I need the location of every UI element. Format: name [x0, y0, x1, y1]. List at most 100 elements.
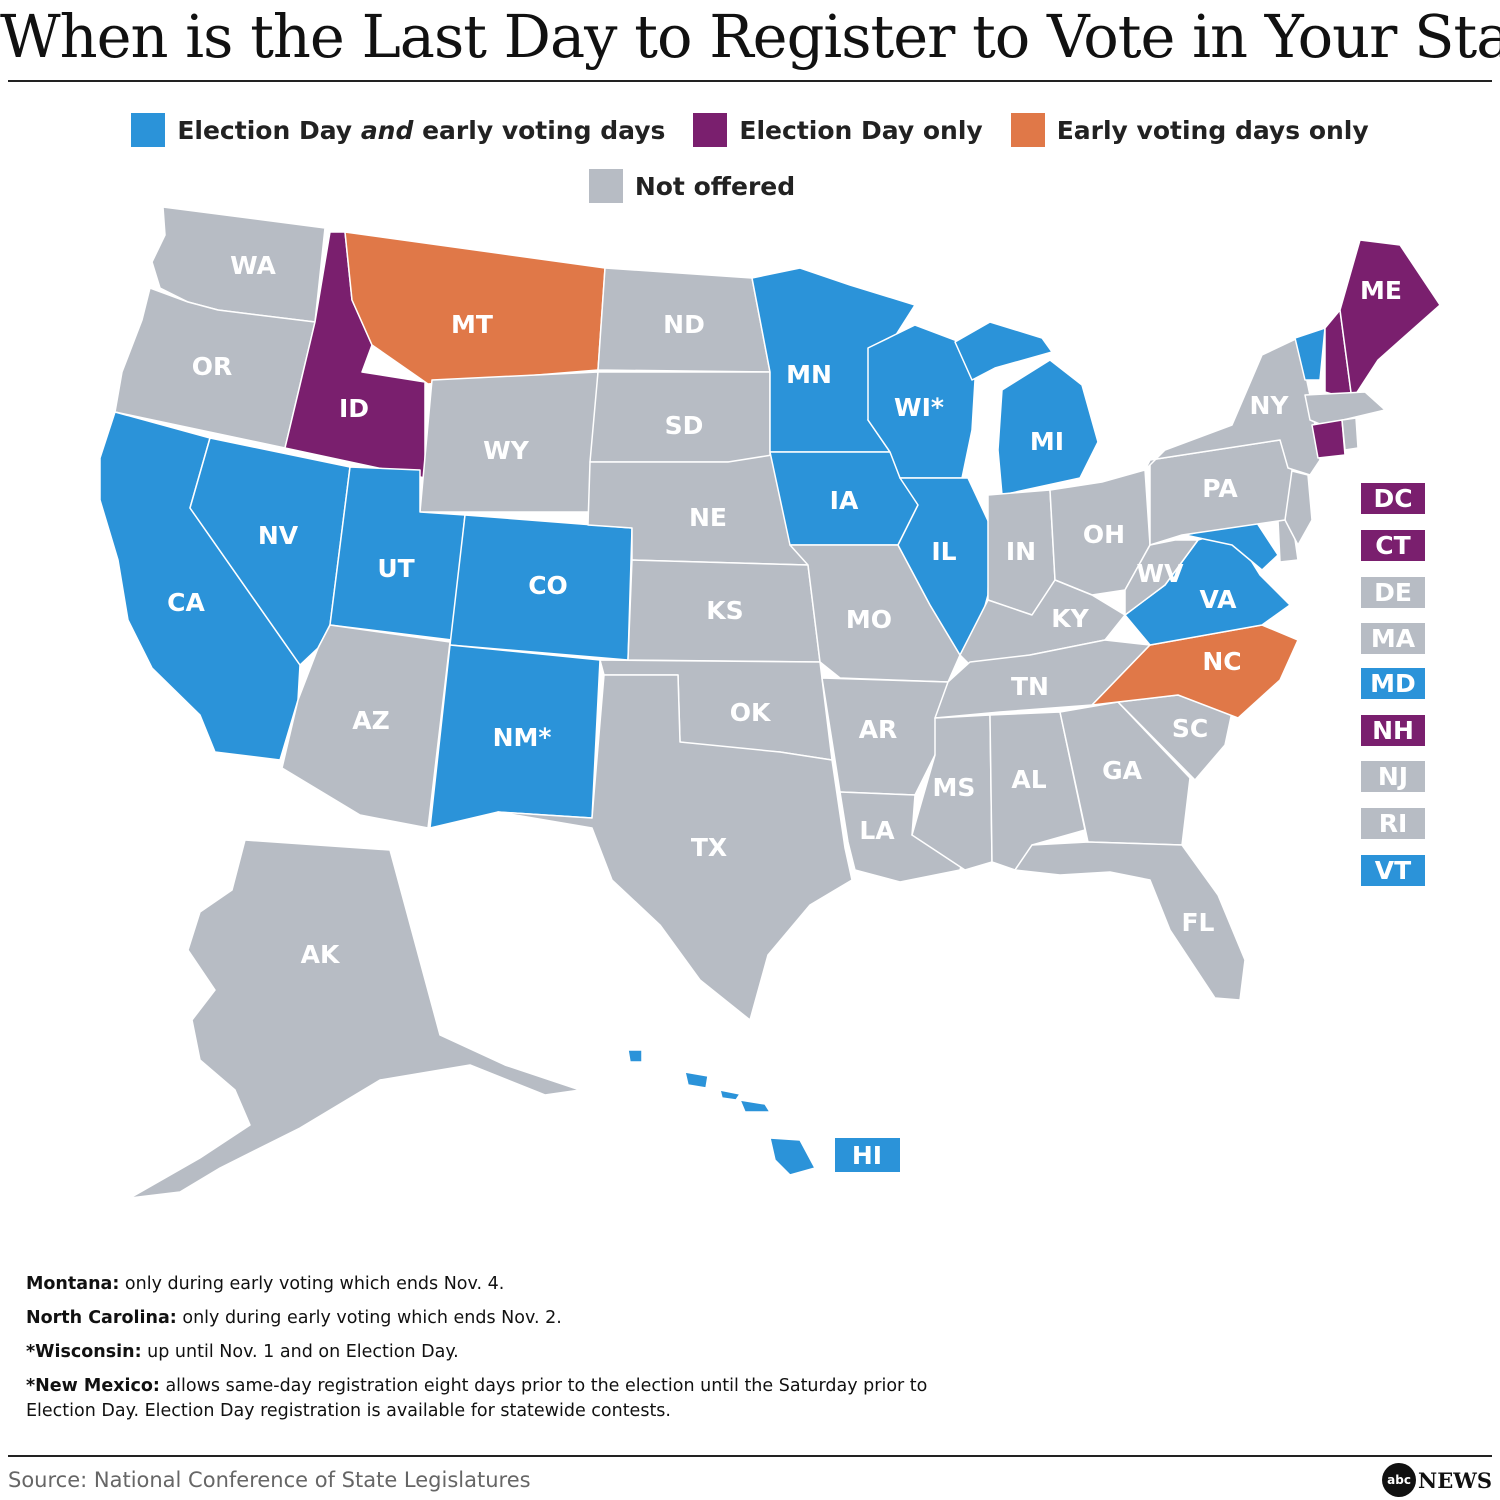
- state-label-nc: NC: [1202, 647, 1241, 676]
- state-shape-hi-1: [739, 1099, 771, 1113]
- small-state-box-ct: CT: [1361, 530, 1425, 561]
- small-state-label-dc: DC: [1373, 484, 1412, 513]
- legend-label-both: Election Day and early voting days: [177, 115, 666, 145]
- us-map: WA OR CA NV ID MT WY UT AZ CO NM* ND SD NE KS OK TX MN IA M…: [99, 206, 1441, 1199]
- state-shape-ak: [129, 839, 581, 1199]
- state-label-nm: NM*: [493, 723, 552, 752]
- state-label-az: AZ: [352, 706, 389, 735]
- state-shape-me: [1339, 239, 1441, 401]
- source-credit: Source: National Conference of State Leg…: [8, 1468, 531, 1492]
- state-shape-la: [839, 791, 971, 883]
- state-labels: WA OR CA NV ID MT WY UT AZ CO NM* ND SD NE KS OK TX MN IA M…: [167, 251, 1402, 969]
- small-state-swatch-ri: [1361, 808, 1425, 839]
- state-box-hi: HI: [835, 1138, 900, 1172]
- state-shape-ri: [1341, 417, 1359, 451]
- note-north-carolina: North Carolina: only during early voting…: [26, 1308, 562, 1328]
- state-label-la: LA: [859, 816, 895, 845]
- state-label-or: OR: [192, 352, 233, 381]
- state-label-ky: KY: [1051, 604, 1089, 633]
- state-label-tn: TN: [1011, 672, 1049, 701]
- state-label-va: VA: [1200, 585, 1238, 614]
- state-shape-ct: [1311, 419, 1346, 459]
- state-shape-hi-3: [627, 1049, 643, 1063]
- legend-swatch-both: [131, 113, 166, 147]
- legend-label-early: Early voting days only: [1056, 115, 1369, 145]
- legend-item-eday: Election Day only: [693, 113, 983, 147]
- state-shape-ma: [1304, 391, 1386, 426]
- note-new-mexico: *New Mexico: allows same-day registratio…: [26, 1376, 928, 1421]
- legend-row-1: Election Day and early voting days Elect…: [0, 113, 1500, 147]
- legend-item-both: Election Day and early voting days: [131, 113, 665, 147]
- small-state-swatch-nj: [1361, 761, 1425, 792]
- small-state-box-md: MD: [1361, 668, 1425, 699]
- state-label-sc: SC: [1172, 714, 1208, 743]
- state-swatch-hi: [835, 1138, 900, 1172]
- legend-label-none: Not offered: [634, 171, 796, 201]
- state-label-ia: IA: [830, 486, 859, 515]
- state-shape-hi-4: [719, 1089, 741, 1101]
- small-states-list: DC CT DE MA MD NH NJ RI VT HI: [835, 483, 1425, 1172]
- state-label-ks: KS: [706, 596, 743, 625]
- state-shape-vt: [1294, 327, 1326, 381]
- legend-swatch-none: [588, 169, 623, 203]
- page-title: When is the Last Day to Register to Vote…: [0, 2, 1500, 71]
- state-label-wa: WA: [230, 251, 276, 280]
- state-label-wv: WV: [1137, 559, 1185, 588]
- small-state-label-de: DE: [1374, 578, 1412, 607]
- abc-news-logo: abc NEWS: [1382, 1463, 1492, 1497]
- state-label-ne: NE: [689, 503, 727, 532]
- state-label-hi: HI: [852, 1141, 882, 1170]
- state-label-ms: MS: [933, 773, 976, 802]
- footnotes: Montana: only during early voting which …: [26, 1272, 946, 1433]
- state-label-in: IN: [1006, 537, 1036, 566]
- state-label-mi: MI: [1030, 427, 1064, 456]
- state-label-ny: NY: [1249, 391, 1289, 420]
- state-shape-hi: [769, 1137, 816, 1176]
- small-state-box-nj: NJ: [1361, 761, 1425, 792]
- small-state-label-vt: VT: [1375, 856, 1411, 885]
- state-label-tx: TX: [691, 833, 727, 862]
- state-label-ca: CA: [167, 588, 205, 617]
- small-state-label-ma: MA: [1371, 624, 1416, 653]
- state-shape-fl: [1014, 841, 1246, 1001]
- state-shape-hi-2: [684, 1071, 709, 1089]
- small-state-swatch-dc: [1361, 483, 1425, 514]
- state-label-wi: WI*: [894, 393, 944, 422]
- small-state-label-md: MD: [1370, 669, 1416, 698]
- state-label-ga: GA: [1102, 756, 1143, 785]
- small-state-box-de: DE: [1361, 577, 1425, 608]
- state-label-mo: MO: [846, 605, 892, 634]
- state-label-oh: OH: [1083, 520, 1125, 549]
- small-state-box-vt: VT: [1361, 855, 1425, 886]
- small-state-box-nh: NH: [1361, 715, 1425, 746]
- legend-item-none: Not offered: [588, 169, 796, 203]
- small-state-label-ct: CT: [1375, 531, 1410, 560]
- state-shape-mt: [344, 231, 606, 385]
- state-label-mt: MT: [451, 310, 493, 339]
- state-label-al: AL: [1011, 765, 1046, 794]
- small-state-box-ma: MA: [1361, 623, 1425, 654]
- state-label-ar: AR: [859, 715, 898, 744]
- small-state-label-nh: NH: [1372, 716, 1414, 745]
- small-state-swatch-ct: [1361, 530, 1425, 561]
- note-montana: Montana: only during early voting which …: [26, 1274, 505, 1294]
- legend-item-early: Early voting days only: [1010, 113, 1369, 147]
- small-state-box-ri: RI: [1361, 808, 1425, 839]
- abc-logo-mark: abc: [1382, 1463, 1417, 1497]
- small-state-box-dc: DC: [1361, 483, 1425, 514]
- small-state-label-nj: NJ: [1378, 762, 1408, 791]
- title-divider: [8, 80, 1492, 82]
- state-label-fl: FL: [1181, 908, 1214, 937]
- small-state-swatch-ma: [1361, 623, 1425, 654]
- legend-row-2: Not offered: [0, 169, 1442, 203]
- state-shapes: [99, 206, 1441, 1199]
- state-label-il: IL: [931, 537, 956, 566]
- small-state-swatch-de: [1361, 577, 1425, 608]
- state-shape-mi-1: [954, 321, 1053, 381]
- state-label-sd: SD: [665, 411, 704, 440]
- state-label-co: CO: [528, 571, 568, 600]
- state-shape-tx: [497, 674, 853, 1021]
- note-wisconsin: *Wisconsin: up until Nov. 1 and on Elect…: [26, 1342, 459, 1362]
- legend-swatch-eday: [693, 113, 728, 147]
- state-label-mn: MN: [786, 360, 832, 389]
